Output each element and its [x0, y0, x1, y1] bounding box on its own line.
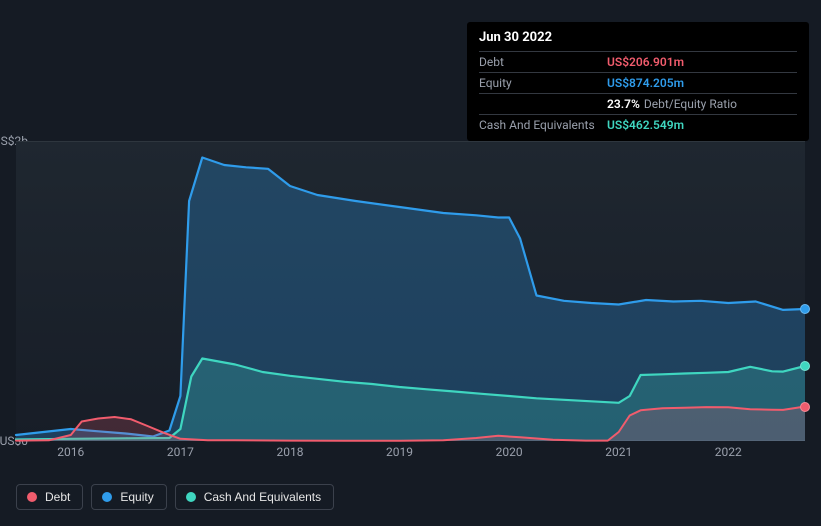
x-axis: 2016 2017 2018 2019 2020 2021 2022 [16, 445, 805, 465]
x-axis-tick: 2016 [57, 445, 84, 459]
x-axis-tick: 2021 [605, 445, 632, 459]
tooltip-rows: DebtUS$206.901mEquityUS$874.205m23.7%Deb… [479, 51, 797, 135]
series-end-dot [800, 402, 810, 412]
legend-label: Equity [120, 490, 153, 504]
chart-area: US$2b US$0 2016201720182019202020212022 [16, 125, 805, 455]
tooltip-row-value: US$874.205m [607, 76, 684, 90]
tooltip-row: Cash And EquivalentsUS$462.549m [479, 114, 797, 135]
tooltip-row-label: Cash And Equivalents [479, 118, 607, 132]
tooltip-row-label: Equity [479, 76, 607, 90]
plot-area[interactable] [16, 141, 805, 441]
x-axis-tick: 2017 [167, 445, 194, 459]
legend-swatch [27, 492, 37, 502]
legend-swatch [186, 492, 196, 502]
tooltip-row: DebtUS$206.901m [479, 51, 797, 72]
tooltip-row-value: US$462.549m [607, 118, 684, 132]
tooltip-date: Jun 30 2022 [479, 30, 797, 51]
legend-item[interactable]: Equity [91, 484, 166, 510]
legend-item[interactable]: Cash And Equivalents [175, 484, 334, 510]
tooltip-row-value: US$206.901m [607, 55, 684, 69]
tooltip-panel: Jun 30 2022 DebtUS$206.901mEquityUS$874.… [467, 22, 809, 141]
tooltip-row: 23.7%Debt/Equity Ratio [479, 93, 797, 114]
legend-swatch [102, 492, 112, 502]
tooltip-row: EquityUS$874.205m [479, 72, 797, 93]
x-axis-tick: 2020 [496, 445, 523, 459]
x-axis-tick: 2019 [386, 445, 413, 459]
legend: Debt Equity Cash And Equivalents [16, 484, 334, 510]
series-end-dot [800, 304, 810, 314]
series-svg [16, 141, 805, 441]
legend-label: Cash And Equivalents [204, 490, 321, 504]
series-end-dot [800, 361, 810, 371]
x-axis-tick: 2018 [276, 445, 303, 459]
legend-label: Debt [45, 490, 70, 504]
tooltip-row-label [479, 97, 607, 111]
tooltip-row-suffix: Debt/Equity Ratio [644, 97, 737, 111]
tooltip-row-label: Debt [479, 55, 607, 69]
x-axis-tick: 2022 [715, 445, 742, 459]
legend-item[interactable]: Debt [16, 484, 83, 510]
tooltip-row-value: 23.7%Debt/Equity Ratio [607, 97, 737, 111]
